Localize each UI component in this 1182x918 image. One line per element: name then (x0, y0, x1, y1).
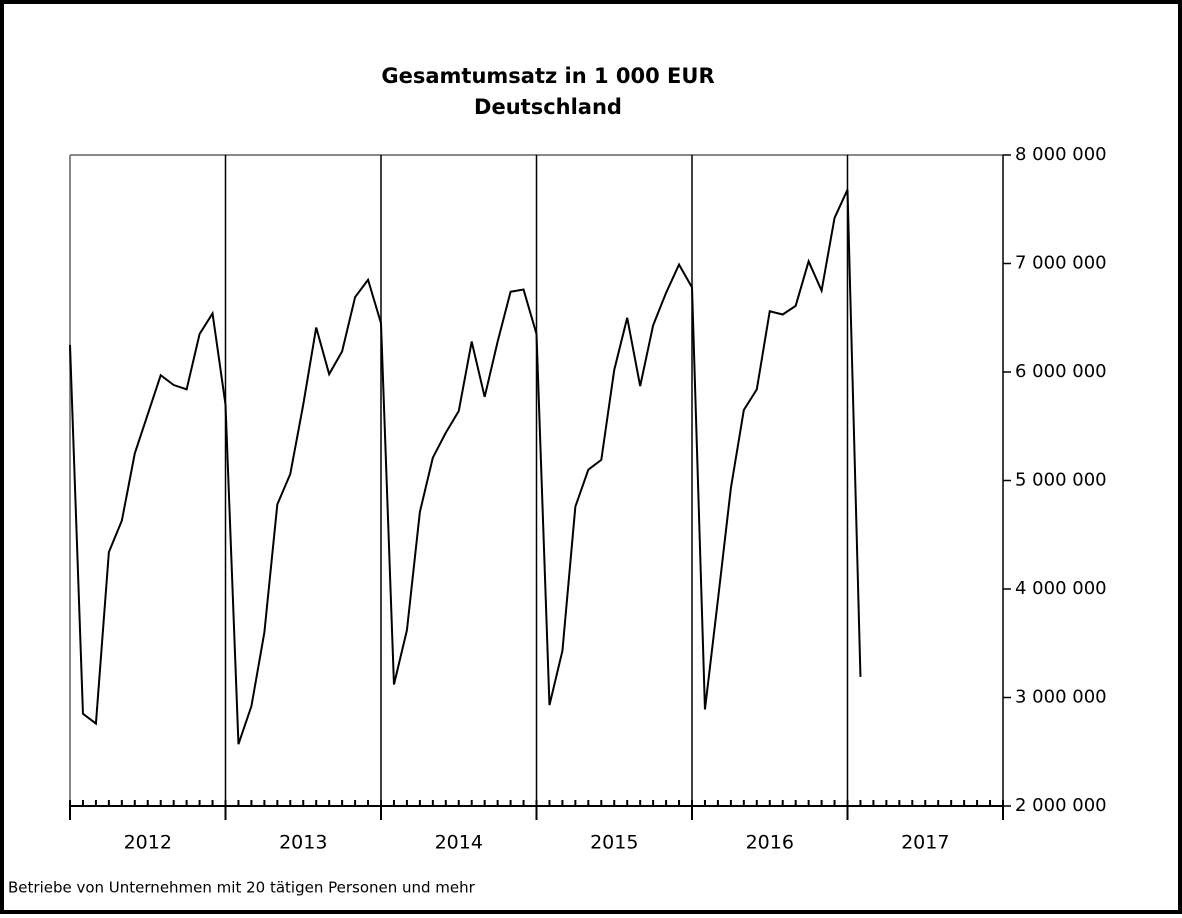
footnote: Betriebe von Unternehmen mit 20 tätigen … (8, 879, 476, 897)
y-tick-label: 6 000 000 (1015, 361, 1107, 382)
x-tick-label: 2015 (590, 832, 638, 854)
y-tick-label: 2 000 000 (1015, 795, 1107, 816)
y-tick-label: 7 000 000 (1015, 253, 1107, 274)
x-tick-label: 2017 (901, 832, 949, 854)
line-series (69, 189, 862, 745)
y-tick-label: 5 000 000 (1015, 470, 1107, 491)
y-tick-label: 4 000 000 (1015, 578, 1107, 599)
x-tick-label: 2014 (435, 832, 483, 854)
x-tick-label: 2012 (124, 832, 172, 854)
x-tick-label: 2016 (746, 832, 794, 854)
chart-title: Gesamtumsatz in 1 000 EUR (381, 64, 714, 88)
chart-subtitle: Deutschland (474, 95, 622, 119)
y-tick-label: 3 000 000 (1015, 687, 1107, 708)
x-tick-label: 2013 (279, 832, 327, 854)
y-tick-label: 8 000 000 (1015, 144, 1107, 165)
